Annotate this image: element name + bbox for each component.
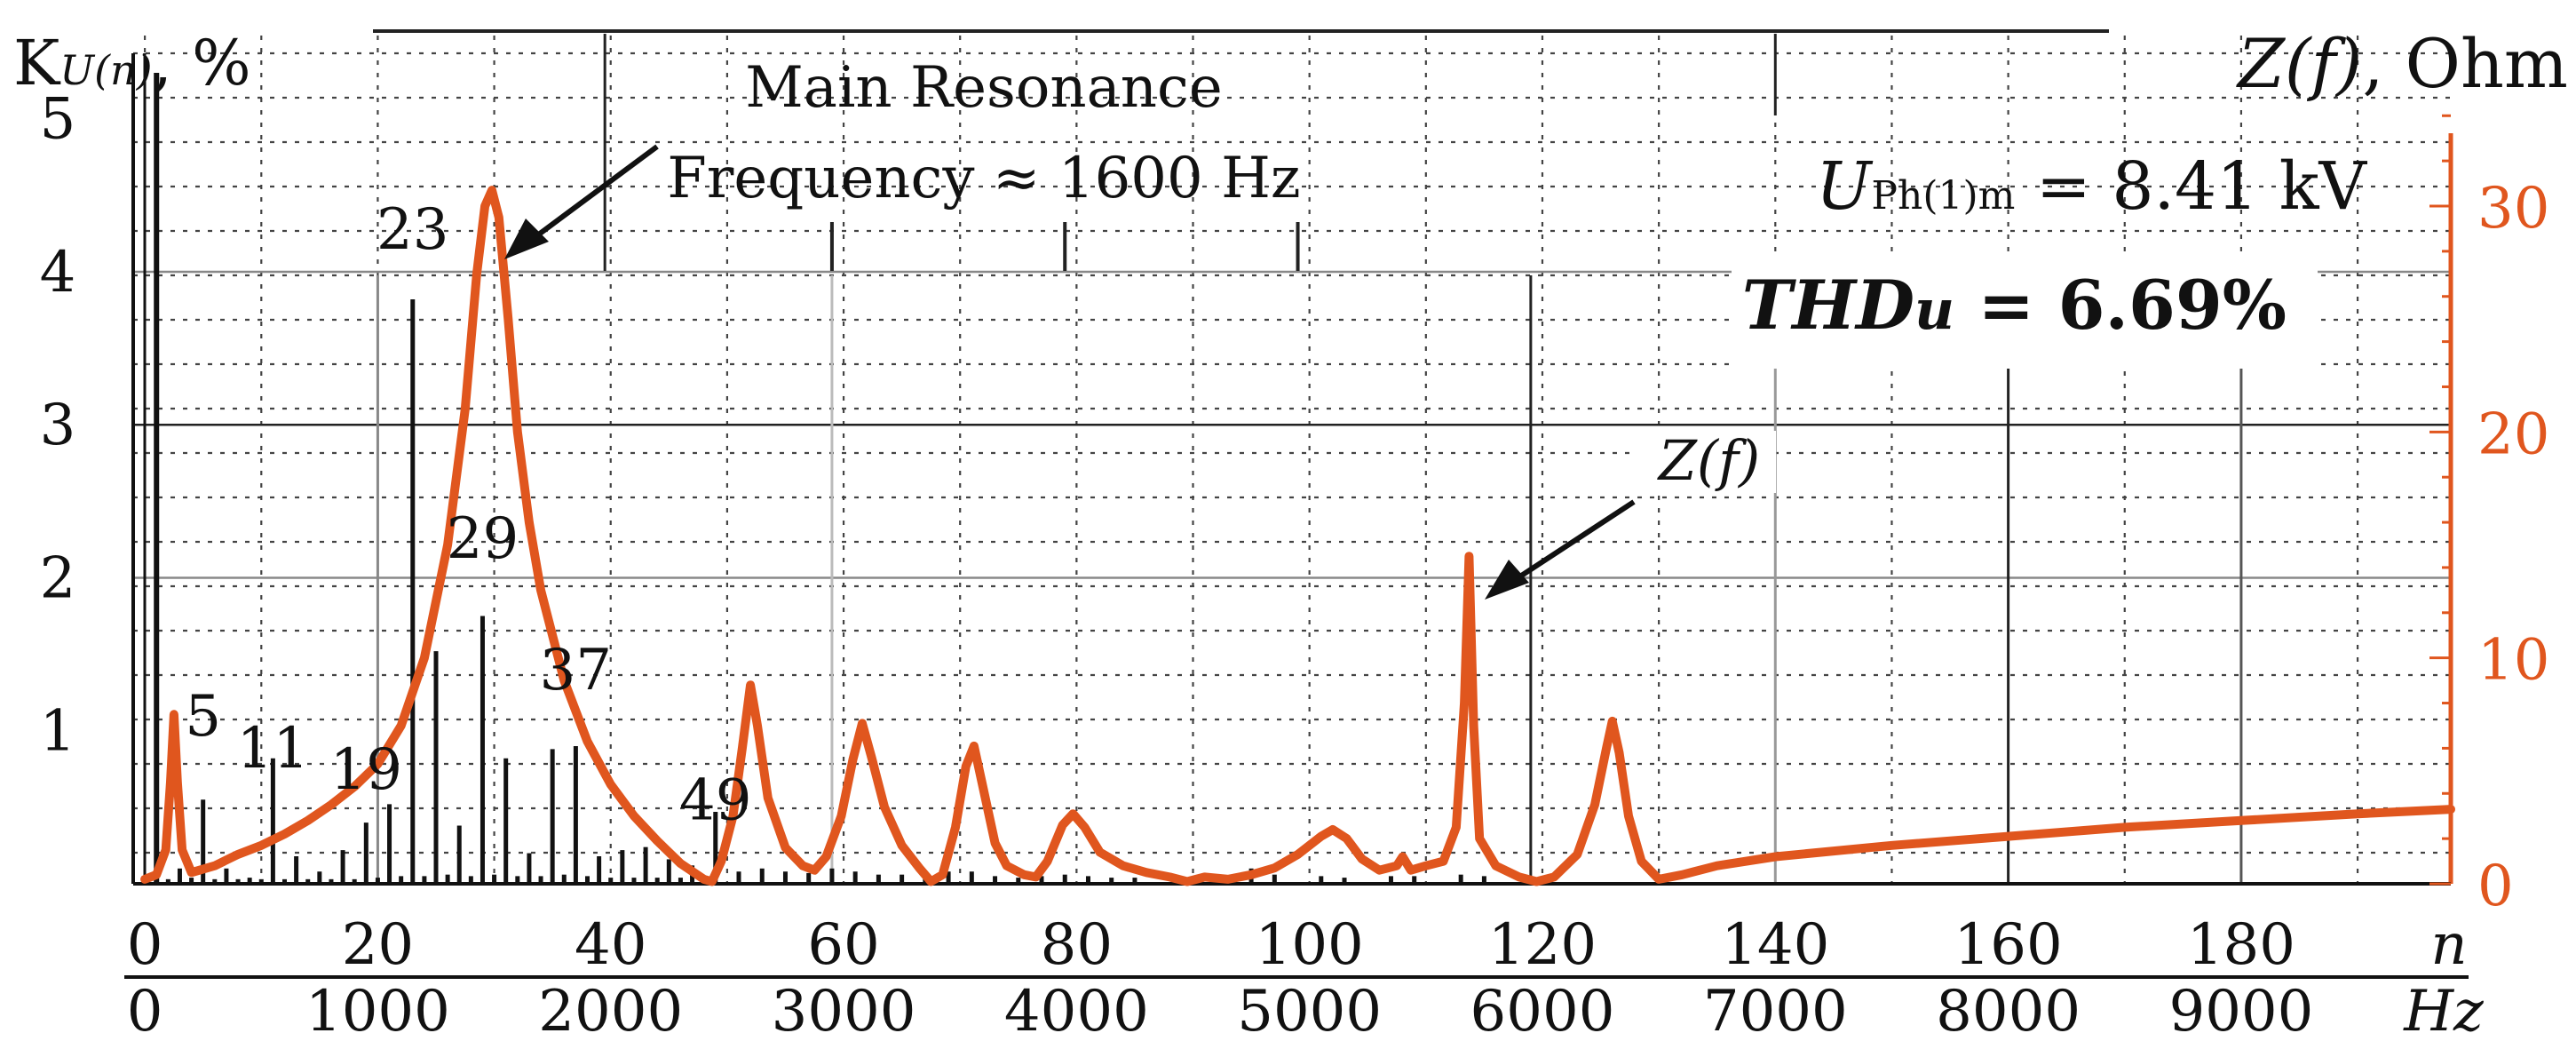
- x-frequency-tick-label: 8000: [1936, 979, 2081, 1045]
- left-axis-tick-label: 3: [40, 393, 76, 458]
- harmonic-order-label: 19: [330, 737, 402, 803]
- annotation-layer: Main Resonance Frequency ≈ 1600 Hz UPh(1…: [13, 24, 2568, 1045]
- x-harmonic-tick-label: 0: [127, 912, 163, 978]
- right-axis-label: Z(f), Ohm: [2236, 24, 2568, 103]
- x-harmonic-tick-label: 100: [1256, 912, 1364, 978]
- thd-label-background: [1732, 258, 2318, 369]
- left-axis-tick-label: 5: [40, 87, 76, 153]
- x-harmonic-tick-label: 60: [807, 912, 879, 978]
- voltage-amplitude-label: UPh(1)m = 8.41 kV: [1816, 148, 2368, 225]
- x-harmonic-tick-label: 80: [1041, 912, 1113, 978]
- impedance-curve-layer: [140, 186, 2455, 886]
- x-frequency-tick-label: 3000: [772, 979, 916, 1045]
- resonance-title-line2: Frequency ≈ 1600 Hz: [667, 146, 1300, 211]
- right-axis-label-func: Z(f): [2236, 24, 2362, 103]
- thd-label: THDu = 6.69%: [1742, 266, 2287, 345]
- thd-subscript: u: [1914, 277, 1954, 342]
- z-callout-label: Z(f): [1657, 428, 1760, 493]
- left-axis-tick-label: 2: [40, 545, 76, 611]
- voltage-symbol: U: [1816, 148, 1874, 225]
- x-harmonic-tick-label: 140: [1721, 912, 1829, 978]
- harmonic-order-label: 29: [447, 506, 519, 572]
- x-axis-harmonic-label: n: [2430, 912, 2467, 978]
- z-arrow-shaft: [1501, 499, 1636, 591]
- voltage-subscript: Ph(1)m: [1871, 173, 2015, 219]
- harmonic-order-label: 49: [679, 768, 751, 834]
- x-harmonic-tick-label: 120: [1488, 912, 1597, 978]
- right-axis-tick-label: 20: [2477, 401, 2549, 467]
- x-frequency-tick-label: 9000: [2168, 979, 2313, 1045]
- x-frequency-tick-label: 5000: [1237, 979, 1382, 1045]
- harmonic-order-label: 5: [185, 684, 221, 750]
- right-axis-label-suffix: , Ohm: [2362, 24, 2568, 103]
- right-axis-tick-label: 0: [2477, 854, 2514, 919]
- impedance-curve: [140, 186, 2455, 886]
- z-arrow-head: [1485, 560, 1529, 600]
- left-axis-label-main: K: [13, 27, 61, 99]
- x-harmonic-tick-label: 40: [575, 912, 646, 978]
- right-axis-tick-label: 30: [2477, 176, 2549, 242]
- left-axis-label-suffix: , %: [153, 27, 251, 99]
- harmonic-order-label: 11: [237, 716, 309, 782]
- harmonic-order-label: 23: [376, 197, 448, 263]
- harmonic-order-label: 37: [540, 638, 612, 703]
- z-callout-background: [1634, 431, 1776, 493]
- right-axis-tick-label: 10: [2477, 628, 2549, 694]
- x-harmonic-tick-label: 180: [2187, 912, 2295, 978]
- x-frequency-tick-label: 7000: [1703, 979, 1848, 1045]
- x-frequency-tick-label: 1000: [305, 979, 450, 1045]
- resonance-arrow-shaft: [518, 144, 659, 251]
- thd-symbol: THD: [1742, 266, 1914, 345]
- left-axis-label: KU(n), %: [13, 27, 251, 99]
- left-axis-label-sub: U(n): [59, 46, 152, 94]
- x-axis-frequency-label: Hz: [2403, 979, 2485, 1045]
- x-frequency-tick-label: 4000: [1004, 979, 1149, 1045]
- x-harmonic-tick-label: 160: [1954, 912, 2063, 978]
- resonance-title-line1: Main Resonance: [745, 55, 1222, 121]
- x-frequency-tick-label: 0: [127, 979, 163, 1045]
- x-harmonic-tick-label: 20: [342, 912, 414, 978]
- thd-value: = 6.69%: [1954, 266, 2287, 345]
- voltage-value: = 8.41 kV: [2015, 148, 2367, 225]
- x-frequency-tick-label: 6000: [1470, 979, 1615, 1045]
- left-axis-tick-label: 4: [40, 240, 76, 306]
- left-axis-tick-label: 1: [40, 699, 76, 765]
- x-frequency-tick-label: 2000: [538, 979, 683, 1045]
- resonance-arrow-head: [504, 219, 549, 259]
